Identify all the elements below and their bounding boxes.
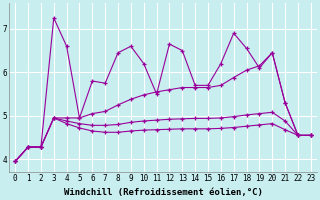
X-axis label: Windchill (Refroidissement éolien,°C): Windchill (Refroidissement éolien,°C) <box>64 188 262 197</box>
